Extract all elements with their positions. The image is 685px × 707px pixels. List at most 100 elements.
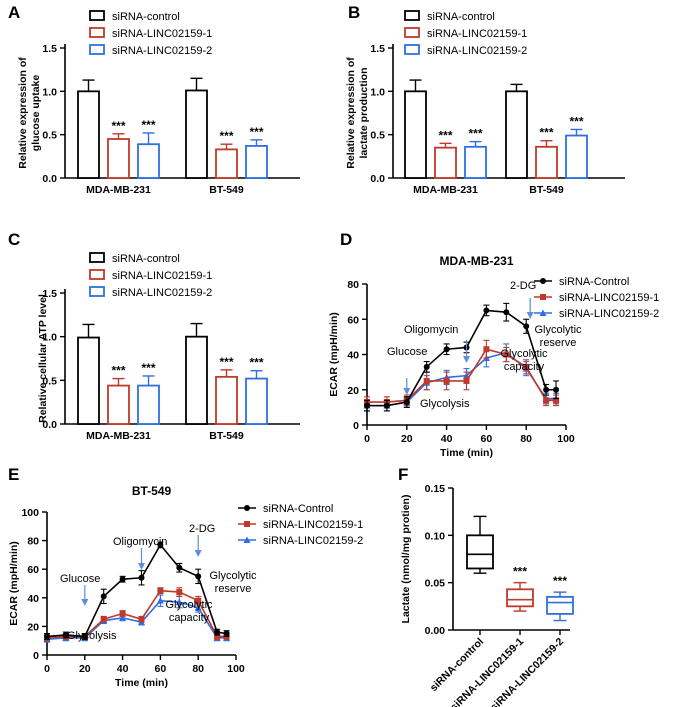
annotation-2dg: 2-DG [189, 523, 215, 535]
x-tick-label: BT-549 [529, 184, 564, 196]
bar [245, 145, 268, 179]
bar [137, 143, 160, 179]
data-point [119, 610, 126, 617]
box [546, 595, 574, 615]
y-tick-label: 1.5 [370, 43, 385, 55]
annotation-glycolysis: Glycolysis [67, 630, 117, 642]
bar [185, 335, 208, 425]
annotation-glucose: Glucose [60, 573, 100, 585]
y-tick-label: 0.0 [42, 173, 57, 185]
panel-letter-b: B [348, 3, 360, 22]
y-tick-label: 0 [33, 650, 39, 662]
x-tick-label: 20 [401, 433, 413, 445]
significance-label: *** [219, 129, 233, 143]
data-point [62, 631, 69, 638]
x-axis-title: Time (min) [115, 677, 168, 689]
legend-label: siRNA-LINC02159-1 [112, 28, 212, 40]
data-point [423, 377, 430, 384]
significance-label: *** [513, 565, 527, 579]
data-point [138, 574, 145, 581]
y-axis-title-line: lactate production [358, 67, 370, 158]
x-tick-label: BT-549 [209, 430, 244, 442]
legend-label: siRNA-LINC02159-2 [112, 287, 212, 299]
bar [77, 336, 100, 425]
significance-label: *** [438, 128, 452, 142]
y-tick-label: 1.5 [42, 43, 57, 55]
y-tick-label: 100 [21, 507, 39, 519]
box [466, 534, 494, 570]
annotation-capacity: capacity [504, 361, 545, 373]
data-point [463, 377, 470, 384]
y-tick-label: 0.5 [42, 130, 57, 142]
legend-marker [540, 294, 546, 300]
y-tick-label: 0.5 [42, 375, 57, 387]
bar [215, 148, 238, 179]
data-point [119, 614, 127, 621]
data-point [44, 633, 50, 640]
panel-letter-e: E [8, 465, 19, 484]
injection-arrow-head [463, 356, 470, 363]
legend-swatch [89, 44, 105, 55]
legend-label: siRNA-LINC02159-2 [112, 45, 212, 57]
legend-swatch [404, 10, 420, 21]
annotation-reserve: reserve [215, 583, 252, 595]
significance-label: *** [468, 127, 482, 141]
data-point [157, 541, 164, 548]
x-tick-label: 60 [481, 433, 493, 445]
significance-label: *** [249, 125, 263, 139]
bar [137, 384, 160, 425]
data-point [176, 589, 183, 596]
data-point [364, 402, 370, 409]
significance-label: *** [219, 355, 233, 369]
annotation-glycolysis: Glycolysis [420, 398, 470, 410]
y-tick-label: 1.0 [42, 86, 57, 98]
x-tick-label: 100 [557, 433, 575, 445]
injection-arrow-head [138, 563, 145, 570]
annotation-reserve: Glycolytic [209, 570, 257, 582]
y-tick-label: 80 [347, 279, 359, 291]
x-axis-title: Time (min) [440, 447, 493, 459]
data-point [383, 402, 390, 409]
data-point [223, 630, 230, 637]
bar [565, 134, 588, 179]
data-point [119, 576, 126, 583]
significance-label: *** [249, 356, 263, 370]
x-tick-label: 0 [44, 663, 50, 675]
chart-title: MDA-MB-231 [439, 254, 513, 268]
y-tick-label: 80 [27, 536, 39, 548]
y-tick-label: 1.5 [42, 288, 57, 300]
data-point [503, 351, 510, 358]
legend-swatch [89, 252, 105, 263]
data-point [100, 593, 107, 600]
data-point [553, 386, 560, 393]
bar [434, 146, 457, 179]
y-tick-label: 1.0 [370, 86, 385, 98]
injection-arrow-head [403, 388, 411, 395]
legend-marker [244, 505, 250, 511]
x-tick-label: BT-549 [209, 184, 244, 196]
box [506, 588, 534, 608]
significance-label: *** [539, 126, 553, 140]
legend-marker [244, 521, 250, 527]
y-axis-title-line: glucose uptake [30, 75, 42, 152]
data-point [543, 386, 550, 393]
annotation-glucose: Glucose [387, 346, 427, 358]
bar [107, 384, 130, 425]
panel-letter-d: D [340, 230, 352, 249]
legend-label: siRNA-Control [559, 276, 629, 288]
legend-marker [539, 309, 547, 316]
y-axis-title-line: Relative expression of [345, 57, 357, 169]
box-chart-lactate: 0.00 0.05 0.10 0.15 Lactate (nmol/mg protien… [400, 483, 574, 707]
data-point [483, 346, 490, 353]
y-tick-label: 20 [27, 621, 39, 633]
y-tick-label: 0.0 [370, 173, 385, 185]
y-tick-label: 0.15 [425, 483, 446, 495]
legend-label: siRNA-LINC02159-1 [427, 28, 527, 40]
y-axis-title: Relative expression ofglucose uptake [17, 57, 42, 169]
panel-letter-f: F [398, 465, 408, 484]
bar [107, 138, 130, 179]
legend-swatch [404, 27, 420, 38]
data-point [176, 564, 183, 571]
panel-letter-a: A [8, 3, 20, 22]
